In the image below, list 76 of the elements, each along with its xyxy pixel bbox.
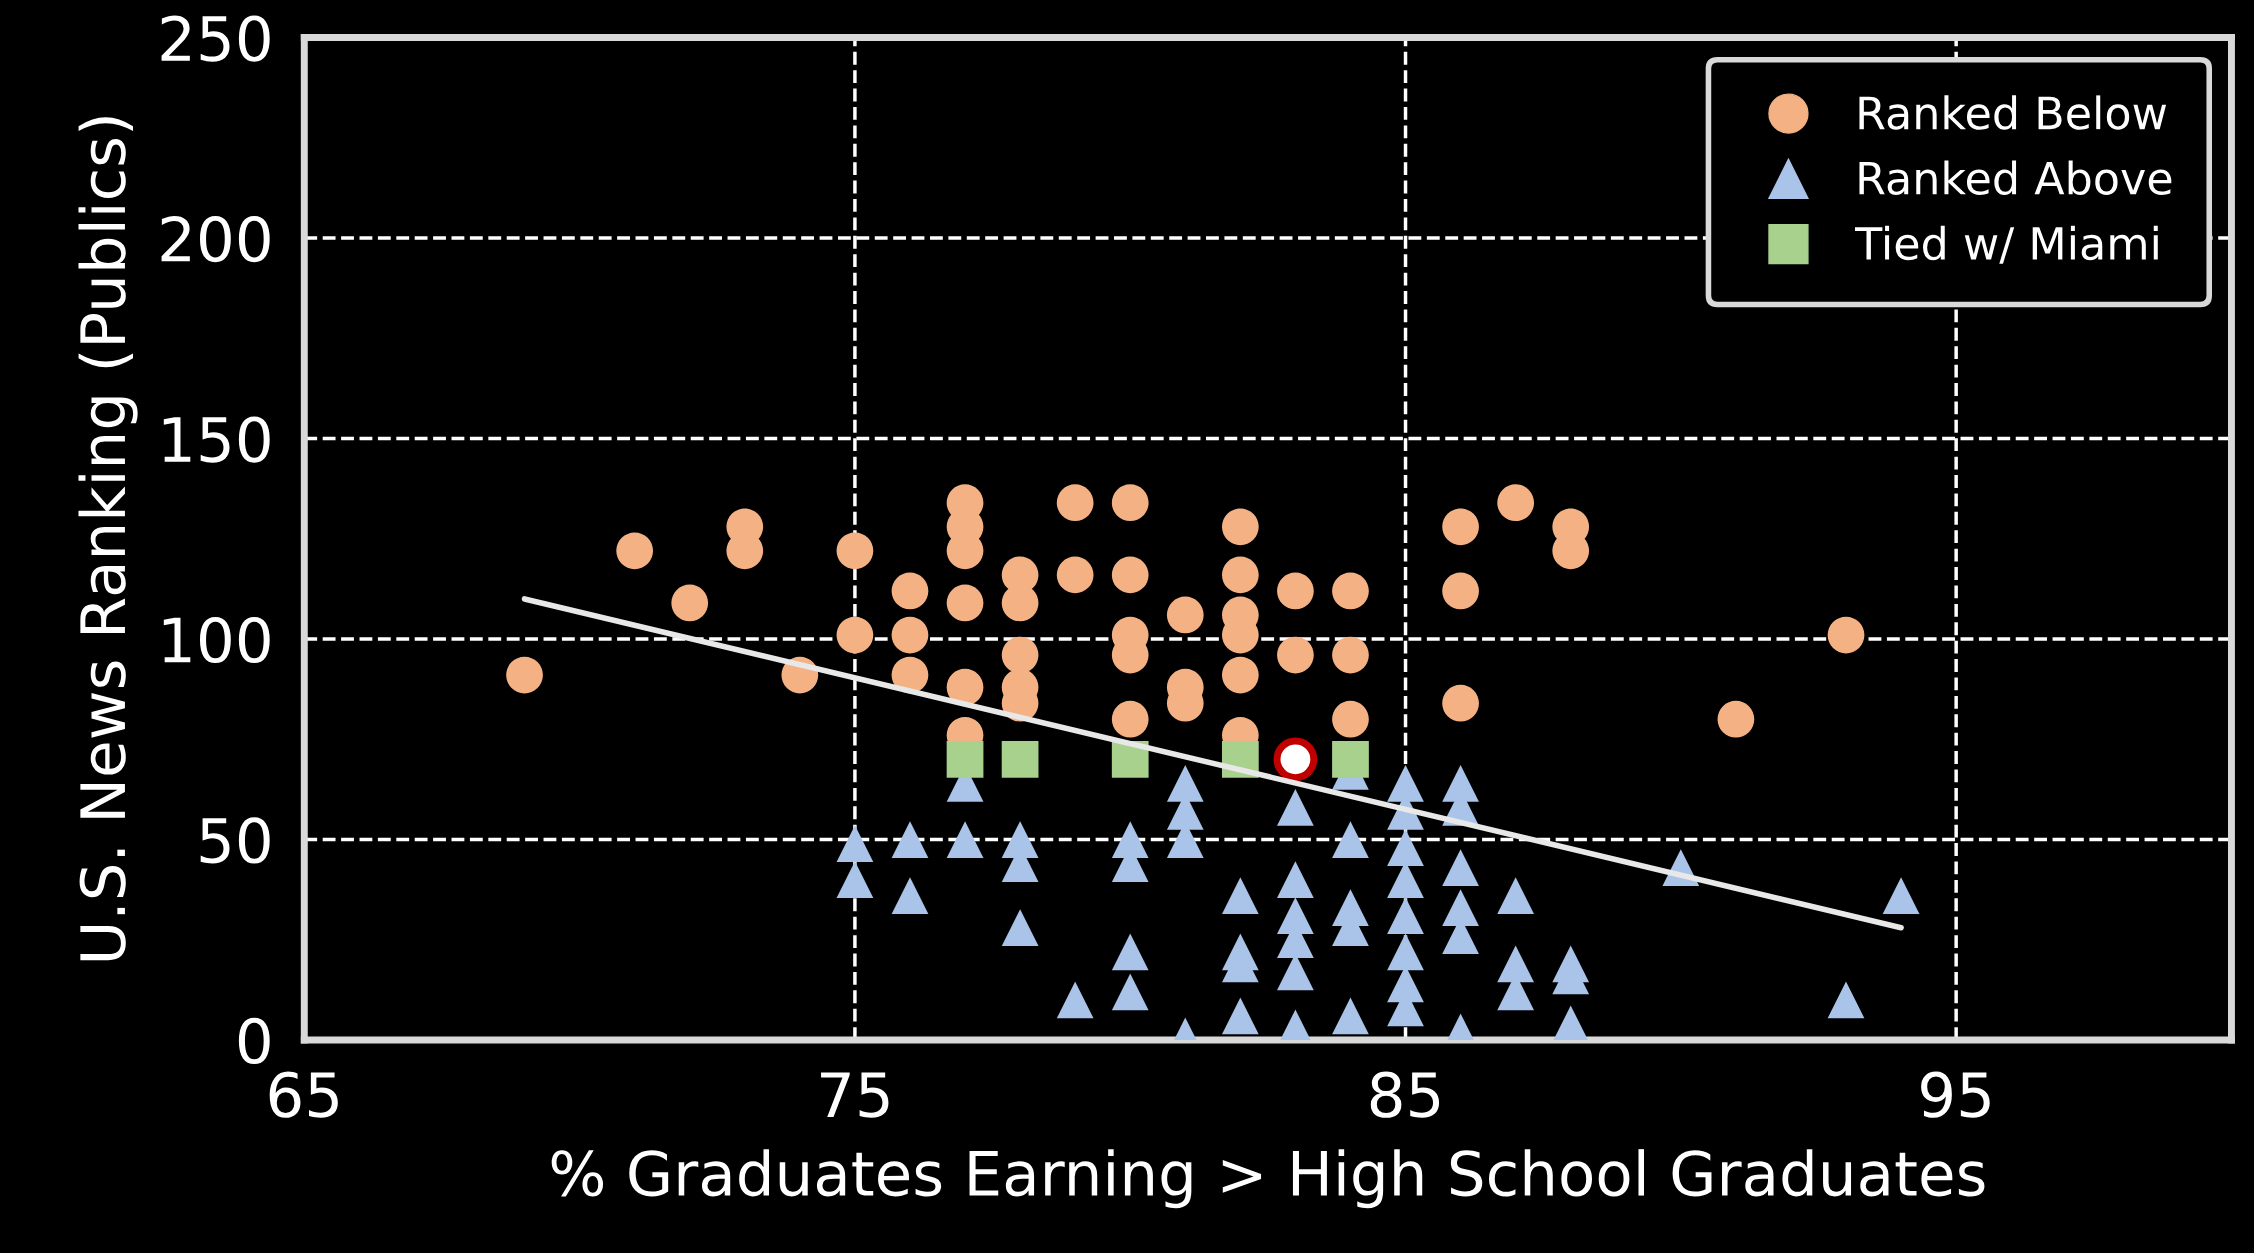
point <box>836 532 874 570</box>
point <box>616 532 654 570</box>
point <box>1497 877 1535 915</box>
point <box>671 584 709 622</box>
y-tick-label: 200 <box>161 215 270 263</box>
point <box>1056 484 1094 522</box>
point <box>1442 889 1479 927</box>
point <box>1332 636 1369 674</box>
point <box>946 821 984 858</box>
point <box>1387 765 1424 802</box>
point <box>1111 973 1149 1011</box>
point <box>1442 572 1479 610</box>
legend-label: Tied w/ Miami <box>1854 225 2158 264</box>
x-tick-label: 85 <box>1370 1071 1440 1118</box>
point <box>1277 861 1314 898</box>
point <box>1056 556 1094 594</box>
point <box>1387 933 1424 971</box>
legend-label: Ranked Below <box>1859 95 2167 130</box>
point <box>1332 740 1369 778</box>
y-tick-label: 100 <box>163 616 270 664</box>
point <box>1111 556 1149 594</box>
point <box>1001 740 1039 778</box>
point <box>1001 636 1039 674</box>
legend-label: Ranked Above <box>1859 160 2172 196</box>
x-axis-title: % Graduates Earning > High School Graduates <box>551 1149 1985 1209</box>
point <box>1717 700 1755 738</box>
point <box>1221 656 1259 694</box>
point <box>1497 484 1535 522</box>
point <box>1166 596 1204 634</box>
y-tick-label: 150 <box>163 416 270 463</box>
point <box>1332 997 1369 1035</box>
point <box>1552 1005 1590 1040</box>
point <box>1442 849 1479 886</box>
point <box>1442 508 1479 546</box>
point <box>836 825 874 862</box>
y-tick-label: 0 <box>238 1017 270 1065</box>
point <box>506 656 543 694</box>
point <box>1001 909 1039 947</box>
x-tick-label: 95 <box>1921 1071 1990 1118</box>
point <box>1221 877 1259 915</box>
point <box>836 616 874 654</box>
point <box>1273 737 1318 782</box>
point <box>1332 821 1369 858</box>
point <box>1387 897 1424 935</box>
point <box>891 877 929 915</box>
point <box>1332 700 1369 738</box>
point <box>1497 945 1535 983</box>
point <box>1332 572 1369 610</box>
point <box>1221 556 1259 594</box>
point <box>1882 877 1920 915</box>
point <box>1387 829 1424 866</box>
x-tick-label: 75 <box>821 1072 889 1118</box>
point <box>1221 508 1259 546</box>
point <box>946 584 984 622</box>
point <box>836 861 874 898</box>
point <box>946 740 984 778</box>
y-tick-label: 250 <box>161 15 270 62</box>
point <box>891 572 929 610</box>
point <box>1827 981 1865 1019</box>
point <box>1111 933 1149 971</box>
point <box>1221 997 1259 1035</box>
point <box>1442 684 1479 722</box>
y-axis-title: U.S. News Ranking (Publics) <box>78 117 138 961</box>
x-tick-label: 65 <box>269 1071 338 1118</box>
point <box>1277 572 1314 610</box>
point <box>1111 484 1149 522</box>
point <box>891 821 929 858</box>
point <box>1111 700 1149 738</box>
point <box>1166 765 1204 802</box>
point <box>1827 616 1865 654</box>
point <box>1056 981 1094 1019</box>
y-tick-label: 50 <box>200 817 270 864</box>
point <box>1277 636 1314 674</box>
point <box>1277 789 1314 826</box>
point <box>891 616 929 654</box>
point <box>946 668 984 706</box>
